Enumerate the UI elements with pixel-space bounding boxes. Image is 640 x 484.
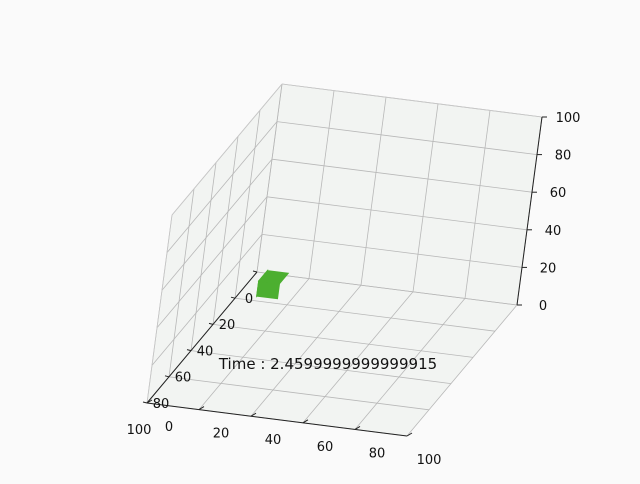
gridline-y-floor <box>198 278 310 410</box>
y-tick-mark <box>406 432 413 437</box>
gridline-z-back <box>256 271 518 306</box>
x-tick-label: 20 <box>219 318 236 333</box>
x-tick-label: 100 <box>127 423 152 438</box>
pane-edge <box>281 83 543 118</box>
pane-edge <box>171 83 283 216</box>
z-tick-label: 20 <box>540 261 557 276</box>
z-axis-line <box>516 116 543 306</box>
gridline-z-back <box>276 121 538 155</box>
x-tick-mark <box>230 296 236 299</box>
gridline-y-floor <box>250 284 362 417</box>
gridline-x-floor <box>190 350 452 384</box>
y-tick-mark <box>146 399 153 404</box>
axis-panes <box>147 84 542 436</box>
pane-edge <box>146 214 173 404</box>
z-tick-label: 100 <box>556 111 581 126</box>
gridline-z-left <box>151 234 263 366</box>
gridline-z-left <box>156 196 268 329</box>
gridline-x-wall <box>234 110 261 299</box>
y-tick-label: 60 <box>317 440 334 455</box>
x-tick-mark <box>186 349 192 352</box>
time-annotation: Time : 2.4599999999999915 <box>218 355 437 373</box>
gridline-x-floor <box>212 324 474 358</box>
gridline-x-wall <box>190 162 217 351</box>
y-tick-label: 100 <box>417 453 442 468</box>
gridline-y-wall <box>360 97 387 286</box>
x-axis-line <box>146 271 258 404</box>
gridline-z-left <box>161 158 273 291</box>
gridline-x-wall <box>168 188 195 377</box>
gridline-y-floor <box>354 298 466 430</box>
floor-pane <box>147 272 517 436</box>
left-wall-pane <box>147 84 282 403</box>
y-tick-mark <box>250 412 257 417</box>
z-tick-label: 0 <box>539 299 547 314</box>
x-tick-mark <box>252 270 258 273</box>
y-tick-mark <box>198 406 205 411</box>
cube-face-top <box>257 270 290 285</box>
x-tick-label: 0 <box>245 292 253 307</box>
y-tick-mark <box>302 419 309 424</box>
x-tick-label: 80 <box>153 397 170 412</box>
gridline-y-wall <box>412 103 439 292</box>
data-marks <box>255 268 290 300</box>
gridline-y-floor <box>406 304 518 437</box>
axis-lines <box>142 83 547 437</box>
gridline-x-floor <box>234 297 496 332</box>
gridline-y-wall <box>464 110 491 299</box>
x-tick-mark <box>142 401 148 404</box>
y-tick-label: 40 <box>265 433 282 448</box>
x-tick-label: 40 <box>197 344 214 359</box>
gridline-z-left <box>166 121 278 253</box>
x-tick-mark <box>164 375 170 378</box>
z-tick-label: 60 <box>550 186 567 201</box>
gridline-z-back <box>271 158 533 193</box>
y-axis-line <box>146 402 408 437</box>
x-tick-label: 60 <box>175 371 192 386</box>
gridline-z-back <box>261 234 523 268</box>
gridline-x-wall <box>212 136 239 325</box>
y-tick-label: 0 <box>165 420 173 435</box>
y-tick-label: 80 <box>369 446 386 461</box>
z-tick-label: 80 <box>555 149 572 164</box>
x-tick-mark <box>208 322 214 325</box>
y-tick-mark <box>354 425 361 430</box>
gridline-x-floor <box>168 376 430 411</box>
z-tick-label: 40 <box>545 224 562 239</box>
gridline-y-wall <box>256 83 283 273</box>
back-wall-pane <box>257 84 542 305</box>
gridline-y-floor <box>302 291 414 424</box>
y-tick-label: 20 <box>213 427 230 442</box>
gridline-y-wall <box>308 90 335 279</box>
gridline-z-back <box>266 196 528 231</box>
